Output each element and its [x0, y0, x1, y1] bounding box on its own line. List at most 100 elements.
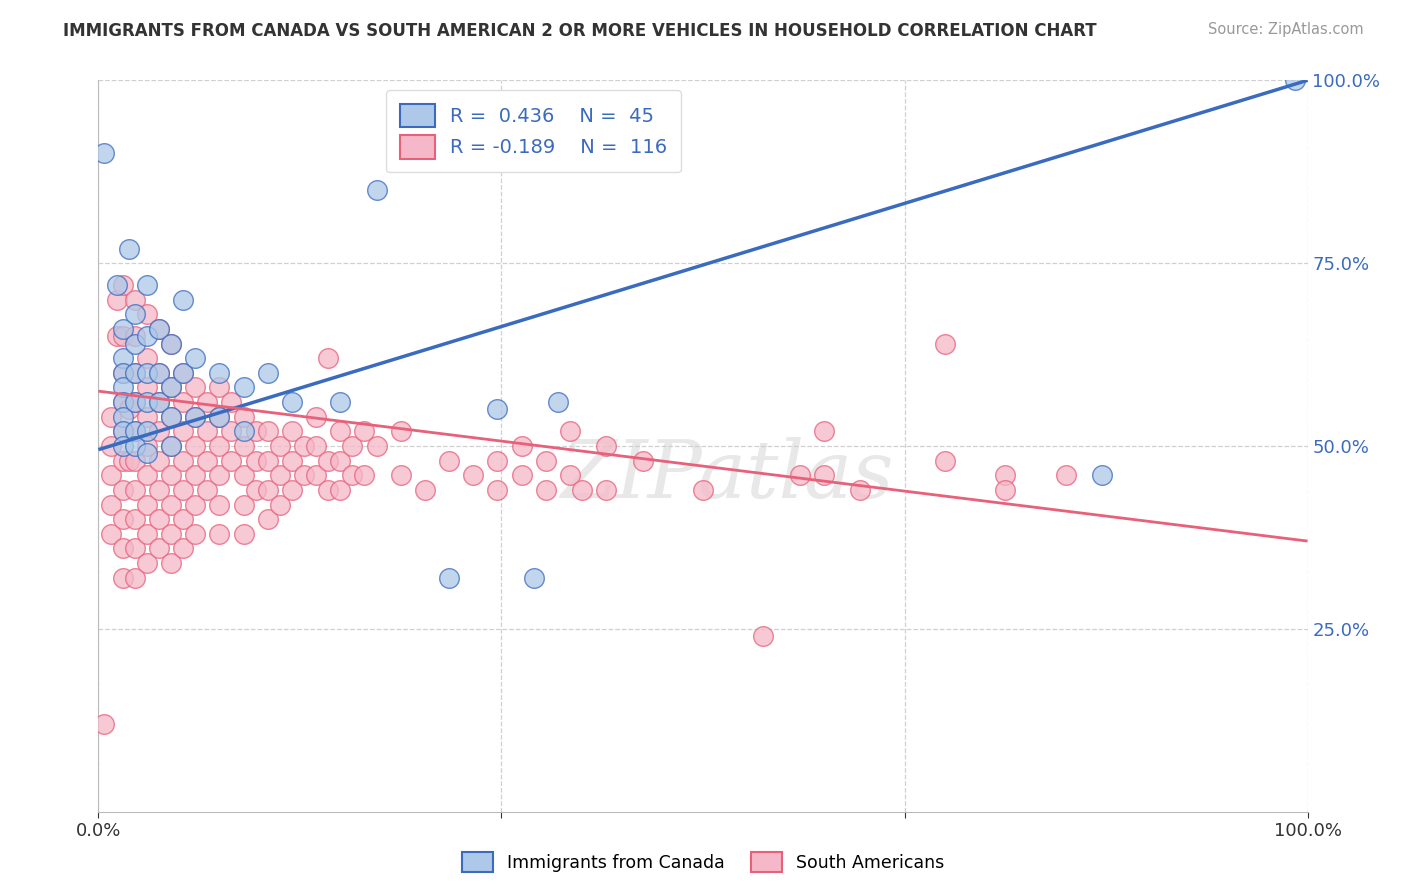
Point	[208, 409, 231, 424]
Point	[148, 512, 170, 526]
Point	[329, 453, 352, 467]
Point	[111, 453, 134, 467]
Point	[281, 453, 304, 467]
Point	[208, 409, 231, 424]
Point	[232, 526, 254, 541]
Point	[135, 278, 157, 293]
Text: Source: ZipAtlas.com: Source: ZipAtlas.com	[1208, 22, 1364, 37]
Point	[221, 453, 243, 467]
Point	[208, 498, 231, 512]
Point	[184, 498, 207, 512]
Point	[208, 439, 231, 453]
Point	[100, 526, 122, 541]
Point	[305, 409, 328, 424]
Point	[232, 425, 254, 439]
Point	[148, 322, 170, 336]
Point	[571, 483, 593, 497]
Point	[172, 366, 194, 380]
Point	[994, 483, 1017, 497]
Text: ZIPatlas: ZIPatlas	[561, 436, 894, 514]
Point	[160, 439, 183, 453]
Point	[160, 556, 183, 570]
Point	[111, 425, 134, 439]
Point	[160, 380, 183, 394]
Point	[292, 468, 315, 483]
Point	[111, 512, 134, 526]
Point	[934, 453, 956, 467]
Point	[111, 395, 134, 409]
Point	[329, 483, 352, 497]
Point	[111, 395, 134, 409]
Point	[124, 293, 146, 307]
Point	[437, 453, 460, 467]
Point	[118, 402, 141, 417]
Point	[111, 366, 134, 380]
Point	[292, 439, 315, 453]
Point	[305, 439, 328, 453]
Point	[353, 468, 375, 483]
Point	[195, 425, 218, 439]
Point	[148, 366, 170, 380]
Point	[111, 439, 134, 453]
Point	[195, 395, 218, 409]
Point	[148, 541, 170, 556]
Point	[105, 293, 128, 307]
Point	[208, 366, 231, 380]
Point	[692, 483, 714, 497]
Point	[631, 453, 654, 467]
Point	[994, 468, 1017, 483]
Point	[148, 453, 170, 467]
Point	[160, 468, 183, 483]
Point	[124, 425, 146, 439]
Point	[118, 242, 141, 256]
Point	[486, 483, 509, 497]
Point	[148, 395, 170, 409]
Point	[232, 380, 254, 394]
Point	[486, 402, 509, 417]
Point	[135, 556, 157, 570]
Point	[256, 512, 278, 526]
Point	[256, 453, 278, 467]
Point	[111, 278, 134, 293]
Point	[245, 425, 267, 439]
Point	[221, 425, 243, 439]
Point	[366, 183, 388, 197]
Point	[789, 468, 811, 483]
Point	[111, 571, 134, 585]
Point	[281, 483, 304, 497]
Point	[329, 425, 352, 439]
Point	[342, 439, 364, 453]
Point	[316, 351, 339, 366]
Point	[160, 336, 183, 351]
Point	[135, 351, 157, 366]
Point	[105, 278, 128, 293]
Point	[208, 380, 231, 394]
Point	[124, 483, 146, 497]
Point	[232, 439, 254, 453]
Point	[124, 571, 146, 585]
Point	[172, 293, 194, 307]
Point	[124, 366, 146, 380]
Point	[111, 351, 134, 366]
Point	[184, 526, 207, 541]
Point	[111, 541, 134, 556]
Point	[184, 439, 207, 453]
Point	[195, 453, 218, 467]
Point	[245, 453, 267, 467]
Point	[463, 468, 485, 483]
Point	[934, 336, 956, 351]
Point	[93, 717, 115, 731]
Point	[172, 453, 194, 467]
Point	[534, 483, 557, 497]
Point	[256, 425, 278, 439]
Point	[124, 307, 146, 321]
Point	[124, 366, 146, 380]
Point	[316, 453, 339, 467]
Point	[849, 483, 872, 497]
Point	[135, 526, 157, 541]
Point	[160, 409, 183, 424]
Point	[135, 380, 157, 394]
Point	[281, 395, 304, 409]
Point	[1091, 468, 1114, 483]
Point	[245, 483, 267, 497]
